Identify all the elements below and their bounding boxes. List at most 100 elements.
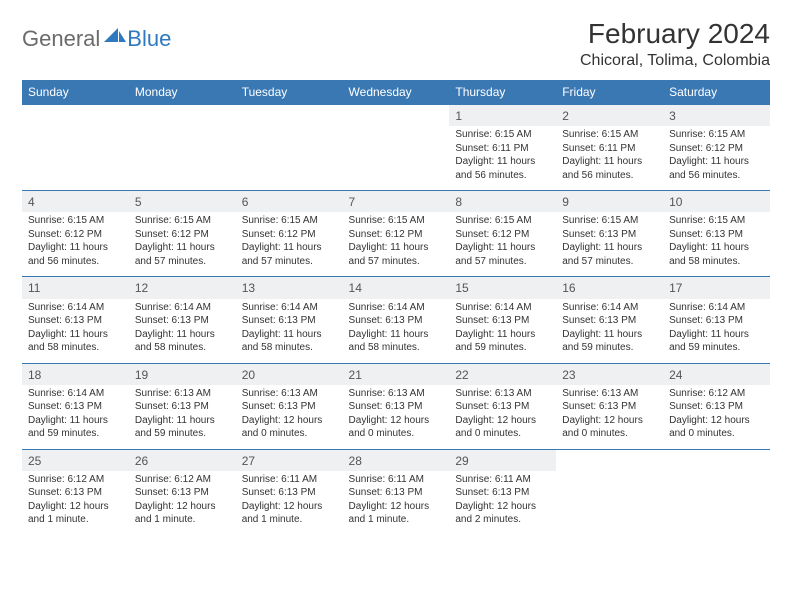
day-daylight1: Daylight: 11 hours	[455, 328, 550, 342]
day-sunset: Sunset: 6:13 PM	[242, 400, 337, 414]
day-sunset: Sunset: 6:13 PM	[455, 400, 550, 414]
day-sunset: Sunset: 6:13 PM	[135, 314, 230, 328]
day-cell-7: 7Sunrise: 6:15 AMSunset: 6:12 PMDaylight…	[343, 191, 450, 277]
day-details: Sunrise: 6:14 AMSunset: 6:13 PMDaylight:…	[343, 299, 450, 363]
logo: General Blue	[22, 26, 171, 52]
day-daylight2: and 0 minutes.	[242, 427, 337, 441]
day-sunset: Sunset: 6:13 PM	[669, 228, 764, 242]
day-sunrise: Sunrise: 6:15 AM	[28, 214, 123, 228]
day-daylight2: and 58 minutes.	[669, 255, 764, 269]
day-daylight1: Daylight: 11 hours	[669, 328, 764, 342]
day-details: Sunrise: 6:11 AMSunset: 6:13 PMDaylight:…	[343, 471, 450, 535]
day-details: Sunrise: 6:13 AMSunset: 6:13 PMDaylight:…	[556, 385, 663, 449]
day-cell-25: 25Sunrise: 6:12 AMSunset: 6:13 PMDayligh…	[22, 449, 129, 535]
day-sunrise: Sunrise: 6:14 AM	[669, 301, 764, 315]
day-cell-23: 23Sunrise: 6:13 AMSunset: 6:13 PMDayligh…	[556, 363, 663, 449]
day-sunrise: Sunrise: 6:15 AM	[669, 214, 764, 228]
day-sunset: Sunset: 6:13 PM	[242, 486, 337, 500]
day-sunset: Sunset: 6:13 PM	[562, 400, 657, 414]
day-daylight2: and 1 minute.	[28, 513, 123, 527]
day-number: 12	[129, 277, 236, 298]
day-daylight2: and 58 minutes.	[242, 341, 337, 355]
day-details: Sunrise: 6:14 AMSunset: 6:13 PMDaylight:…	[22, 299, 129, 363]
empty-cell	[236, 105, 343, 191]
day-daylight1: Daylight: 11 hours	[135, 241, 230, 255]
day-number: 10	[663, 191, 770, 212]
day-sunrise: Sunrise: 6:14 AM	[28, 387, 123, 401]
day-sunrise: Sunrise: 6:13 AM	[455, 387, 550, 401]
day-cell-22: 22Sunrise: 6:13 AMSunset: 6:13 PMDayligh…	[449, 363, 556, 449]
day-sunrise: Sunrise: 6:13 AM	[242, 387, 337, 401]
calendar-week-row: 25Sunrise: 6:12 AMSunset: 6:13 PMDayligh…	[22, 449, 770, 535]
day-number: 15	[449, 277, 556, 298]
day-number: 16	[556, 277, 663, 298]
day-cell-6: 6Sunrise: 6:15 AMSunset: 6:12 PMDaylight…	[236, 191, 343, 277]
day-sunset: Sunset: 6:13 PM	[28, 314, 123, 328]
day-sunrise: Sunrise: 6:15 AM	[135, 214, 230, 228]
day-sunset: Sunset: 6:13 PM	[669, 400, 764, 414]
day-sunset: Sunset: 6:13 PM	[28, 486, 123, 500]
calendar-week-row: 4Sunrise: 6:15 AMSunset: 6:12 PMDaylight…	[22, 191, 770, 277]
day-cell-19: 19Sunrise: 6:13 AMSunset: 6:13 PMDayligh…	[129, 363, 236, 449]
day-cell-2: 2Sunrise: 6:15 AMSunset: 6:11 PMDaylight…	[556, 105, 663, 191]
day-sunset: Sunset: 6:11 PM	[562, 142, 657, 156]
day-details: Sunrise: 6:11 AMSunset: 6:13 PMDaylight:…	[236, 471, 343, 535]
day-daylight2: and 57 minutes.	[242, 255, 337, 269]
day-daylight1: Daylight: 12 hours	[242, 500, 337, 514]
day-daylight1: Daylight: 11 hours	[28, 328, 123, 342]
day-daylight2: and 58 minutes.	[135, 341, 230, 355]
day-daylight2: and 59 minutes.	[28, 427, 123, 441]
day-daylight2: and 56 minutes.	[562, 169, 657, 183]
day-cell-5: 5Sunrise: 6:15 AMSunset: 6:12 PMDaylight…	[129, 191, 236, 277]
day-details: Sunrise: 6:15 AMSunset: 6:12 PMDaylight:…	[449, 212, 556, 276]
empty-cell	[556, 449, 663, 535]
day-details: Sunrise: 6:15 AMSunset: 6:12 PMDaylight:…	[22, 212, 129, 276]
day-sunrise: Sunrise: 6:14 AM	[242, 301, 337, 315]
day-cell-26: 26Sunrise: 6:12 AMSunset: 6:13 PMDayligh…	[129, 449, 236, 535]
calendar: SundayMondayTuesdayWednesdayThursdayFrid…	[22, 80, 770, 535]
day-number: 22	[449, 364, 556, 385]
day-details: Sunrise: 6:13 AMSunset: 6:13 PMDaylight:…	[449, 385, 556, 449]
day-number: 2	[556, 105, 663, 126]
day-sunset: Sunset: 6:12 PM	[349, 228, 444, 242]
day-daylight1: Daylight: 11 hours	[455, 241, 550, 255]
day-cell-3: 3Sunrise: 6:15 AMSunset: 6:12 PMDaylight…	[663, 105, 770, 191]
day-daylight1: Daylight: 11 hours	[135, 328, 230, 342]
day-number: 20	[236, 364, 343, 385]
weekday-sunday: Sunday	[22, 80, 129, 105]
day-daylight1: Daylight: 11 hours	[28, 241, 123, 255]
day-sunset: Sunset: 6:12 PM	[669, 142, 764, 156]
day-cell-12: 12Sunrise: 6:14 AMSunset: 6:13 PMDayligh…	[129, 277, 236, 363]
day-daylight2: and 0 minutes.	[669, 427, 764, 441]
day-cell-16: 16Sunrise: 6:14 AMSunset: 6:13 PMDayligh…	[556, 277, 663, 363]
day-sunset: Sunset: 6:13 PM	[349, 314, 444, 328]
day-sunrise: Sunrise: 6:11 AM	[455, 473, 550, 487]
day-cell-11: 11Sunrise: 6:14 AMSunset: 6:13 PMDayligh…	[22, 277, 129, 363]
day-number: 4	[22, 191, 129, 212]
day-details: Sunrise: 6:14 AMSunset: 6:13 PMDaylight:…	[22, 385, 129, 449]
day-sunrise: Sunrise: 6:14 AM	[28, 301, 123, 315]
day-sunrise: Sunrise: 6:13 AM	[135, 387, 230, 401]
day-details: Sunrise: 6:15 AMSunset: 6:13 PMDaylight:…	[556, 212, 663, 276]
day-details: Sunrise: 6:15 AMSunset: 6:13 PMDaylight:…	[663, 212, 770, 276]
weekday-friday: Friday	[556, 80, 663, 105]
weekday-wednesday: Wednesday	[343, 80, 450, 105]
day-daylight2: and 59 minutes.	[562, 341, 657, 355]
day-cell-4: 4Sunrise: 6:15 AMSunset: 6:12 PMDaylight…	[22, 191, 129, 277]
day-number: 11	[22, 277, 129, 298]
day-sunrise: Sunrise: 6:15 AM	[562, 128, 657, 142]
day-sunset: Sunset: 6:13 PM	[349, 486, 444, 500]
day-details: Sunrise: 6:12 AMSunset: 6:13 PMDaylight:…	[22, 471, 129, 535]
day-number: 3	[663, 105, 770, 126]
day-number: 17	[663, 277, 770, 298]
day-daylight2: and 0 minutes.	[562, 427, 657, 441]
day-daylight1: Daylight: 11 hours	[242, 328, 337, 342]
day-details: Sunrise: 6:14 AMSunset: 6:13 PMDaylight:…	[449, 299, 556, 363]
day-details: Sunrise: 6:15 AMSunset: 6:12 PMDaylight:…	[663, 126, 770, 190]
day-number: 19	[129, 364, 236, 385]
day-number: 21	[343, 364, 450, 385]
day-daylight2: and 1 minute.	[349, 513, 444, 527]
day-daylight2: and 1 minute.	[135, 513, 230, 527]
day-cell-1: 1Sunrise: 6:15 AMSunset: 6:11 PMDaylight…	[449, 105, 556, 191]
weekday-saturday: Saturday	[663, 80, 770, 105]
